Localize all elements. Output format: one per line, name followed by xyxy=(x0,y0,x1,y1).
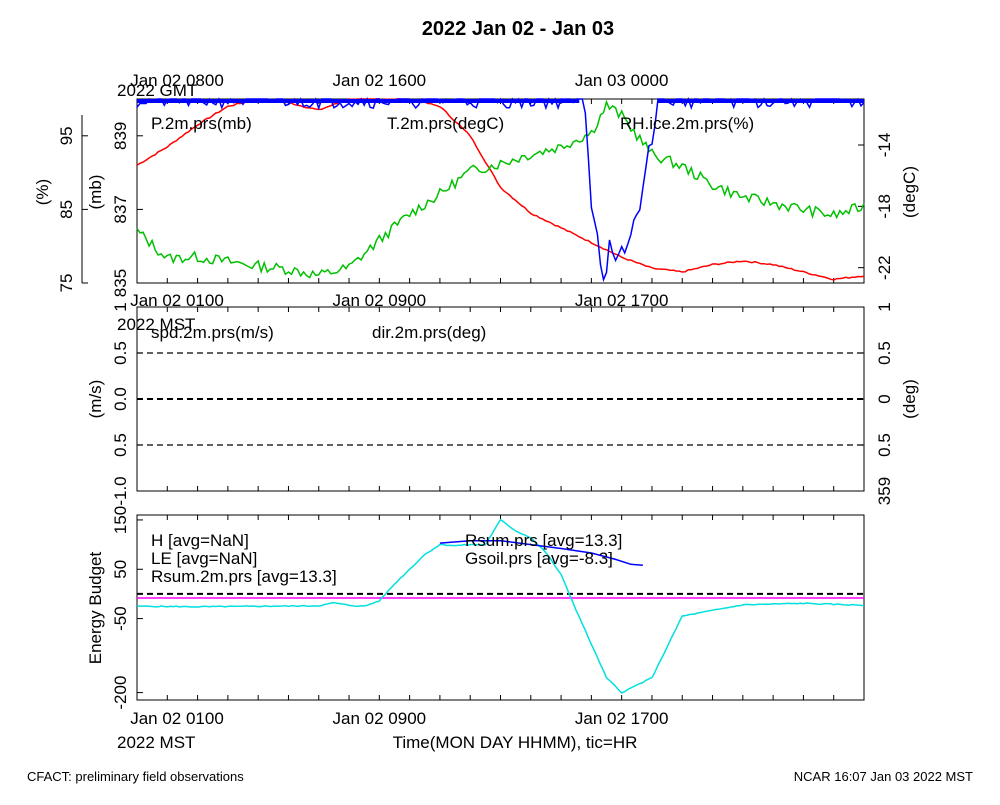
energy-tick-label: 150 xyxy=(111,506,130,534)
dir-tick-label: 359 xyxy=(875,477,894,505)
legend-pressure: P.2m.prs(mb) xyxy=(151,114,252,133)
p-axis-label: (mb) xyxy=(86,175,105,210)
energy-tick-label: -200 xyxy=(111,676,130,710)
spd-axis-label: (m/s) xyxy=(86,380,105,419)
dir-tick-label: 0.5 xyxy=(875,433,894,457)
gmt-zone-label: 2022 GMT xyxy=(117,81,197,100)
legend-speed: spd.2m.prs(m/s) xyxy=(151,323,274,342)
mst-tick-label: Jan 02 0100 xyxy=(130,709,224,728)
footer-left: CFACT: preliminary field observations xyxy=(27,769,244,784)
legend-le: LE [avg=NaN] xyxy=(151,549,257,568)
mst-tick-label: Jan 02 1700 xyxy=(575,709,669,728)
dir-axis-label: (deg) xyxy=(900,379,919,419)
spd-tick-label: -1.0 xyxy=(111,476,130,505)
dir-tick-label: 0 xyxy=(875,394,894,403)
rh-axis-label: (%) xyxy=(33,179,52,205)
t-tick-label: -18 xyxy=(875,194,894,219)
legend-direction: dir.2m.prs(deg) xyxy=(372,323,486,342)
p-tick-label: 837 xyxy=(111,195,130,223)
rh-saturated-band xyxy=(137,99,580,103)
mst-zone-label-top: 2022 MST xyxy=(117,315,195,334)
p-tick-label: 839 xyxy=(111,122,130,150)
spd-tick-label: 1 xyxy=(111,302,130,311)
spd-tick-label: 0.0 xyxy=(111,387,130,411)
rh-saturated-band xyxy=(658,99,864,103)
dir-tick-label: 0.5 xyxy=(875,341,894,365)
t-axis-label: (degC) xyxy=(900,166,919,218)
gmt-tick-label: Jan 02 0800 xyxy=(130,71,224,90)
figure-title: 2022 Jan 02 - Jan 03 xyxy=(422,18,614,40)
rh-tick-label: 75 xyxy=(57,274,76,293)
gmt-tick-label: Jan 02 1600 xyxy=(333,71,427,90)
mst-tick-label-top: Jan 02 0900 xyxy=(333,291,427,310)
panels: 75 85 95 835 837 839 -22 -18 -14 (%) (mb) (degC) Jan… xyxy=(33,71,919,752)
gmt-tick-label: Jan 03 0000 xyxy=(575,71,669,90)
legend-gsoil: Gsoil.prs [avg=-8.3] xyxy=(465,549,613,568)
footer-right: NCAR 16:07 Jan 03 2022 MST xyxy=(794,769,973,784)
mst-tick-label-top: Jan 02 1700 xyxy=(575,291,669,310)
spd-tick-label: 0.5 xyxy=(111,433,130,457)
spd-tick-label: 0.5 xyxy=(111,341,130,365)
rh-tick-label: 85 xyxy=(57,200,76,219)
rsum-2m-line xyxy=(439,539,643,567)
mst-tick-label-top: Jan 02 0100 xyxy=(130,291,224,310)
energy-tick-label: -50 xyxy=(111,606,130,631)
dir-tick-label: 1 xyxy=(875,302,894,311)
rsum-line xyxy=(136,518,865,694)
t-tick-label: -14 xyxy=(875,133,894,158)
energy-tick-label: 50 xyxy=(111,560,130,579)
rh-tick-label: 95 xyxy=(57,126,76,145)
temperature-line xyxy=(136,99,865,279)
legend-rsum-2m: Rsum.2m.prs [avg=13.3] xyxy=(151,567,337,586)
p-tick-label: 835 xyxy=(111,269,130,297)
legend-rsum: Rsum.prs [avg=13.3] xyxy=(465,531,622,550)
t-tick-label: -22 xyxy=(875,255,894,280)
legend-h: H [avg=NaN] xyxy=(151,531,249,550)
mst-tick-label: Jan 02 0900 xyxy=(333,709,427,728)
x-axis-title: Time(MON DAY HHMM), tic=HR xyxy=(393,733,638,752)
legend-rh: RH.ice.2m.prs(%) xyxy=(620,114,754,133)
energy-axis-label: Energy Budget xyxy=(86,551,105,664)
mst-zone-label: 2022 MST xyxy=(117,733,195,752)
legend-temperature: T.2m.prs(degC) xyxy=(387,114,504,133)
